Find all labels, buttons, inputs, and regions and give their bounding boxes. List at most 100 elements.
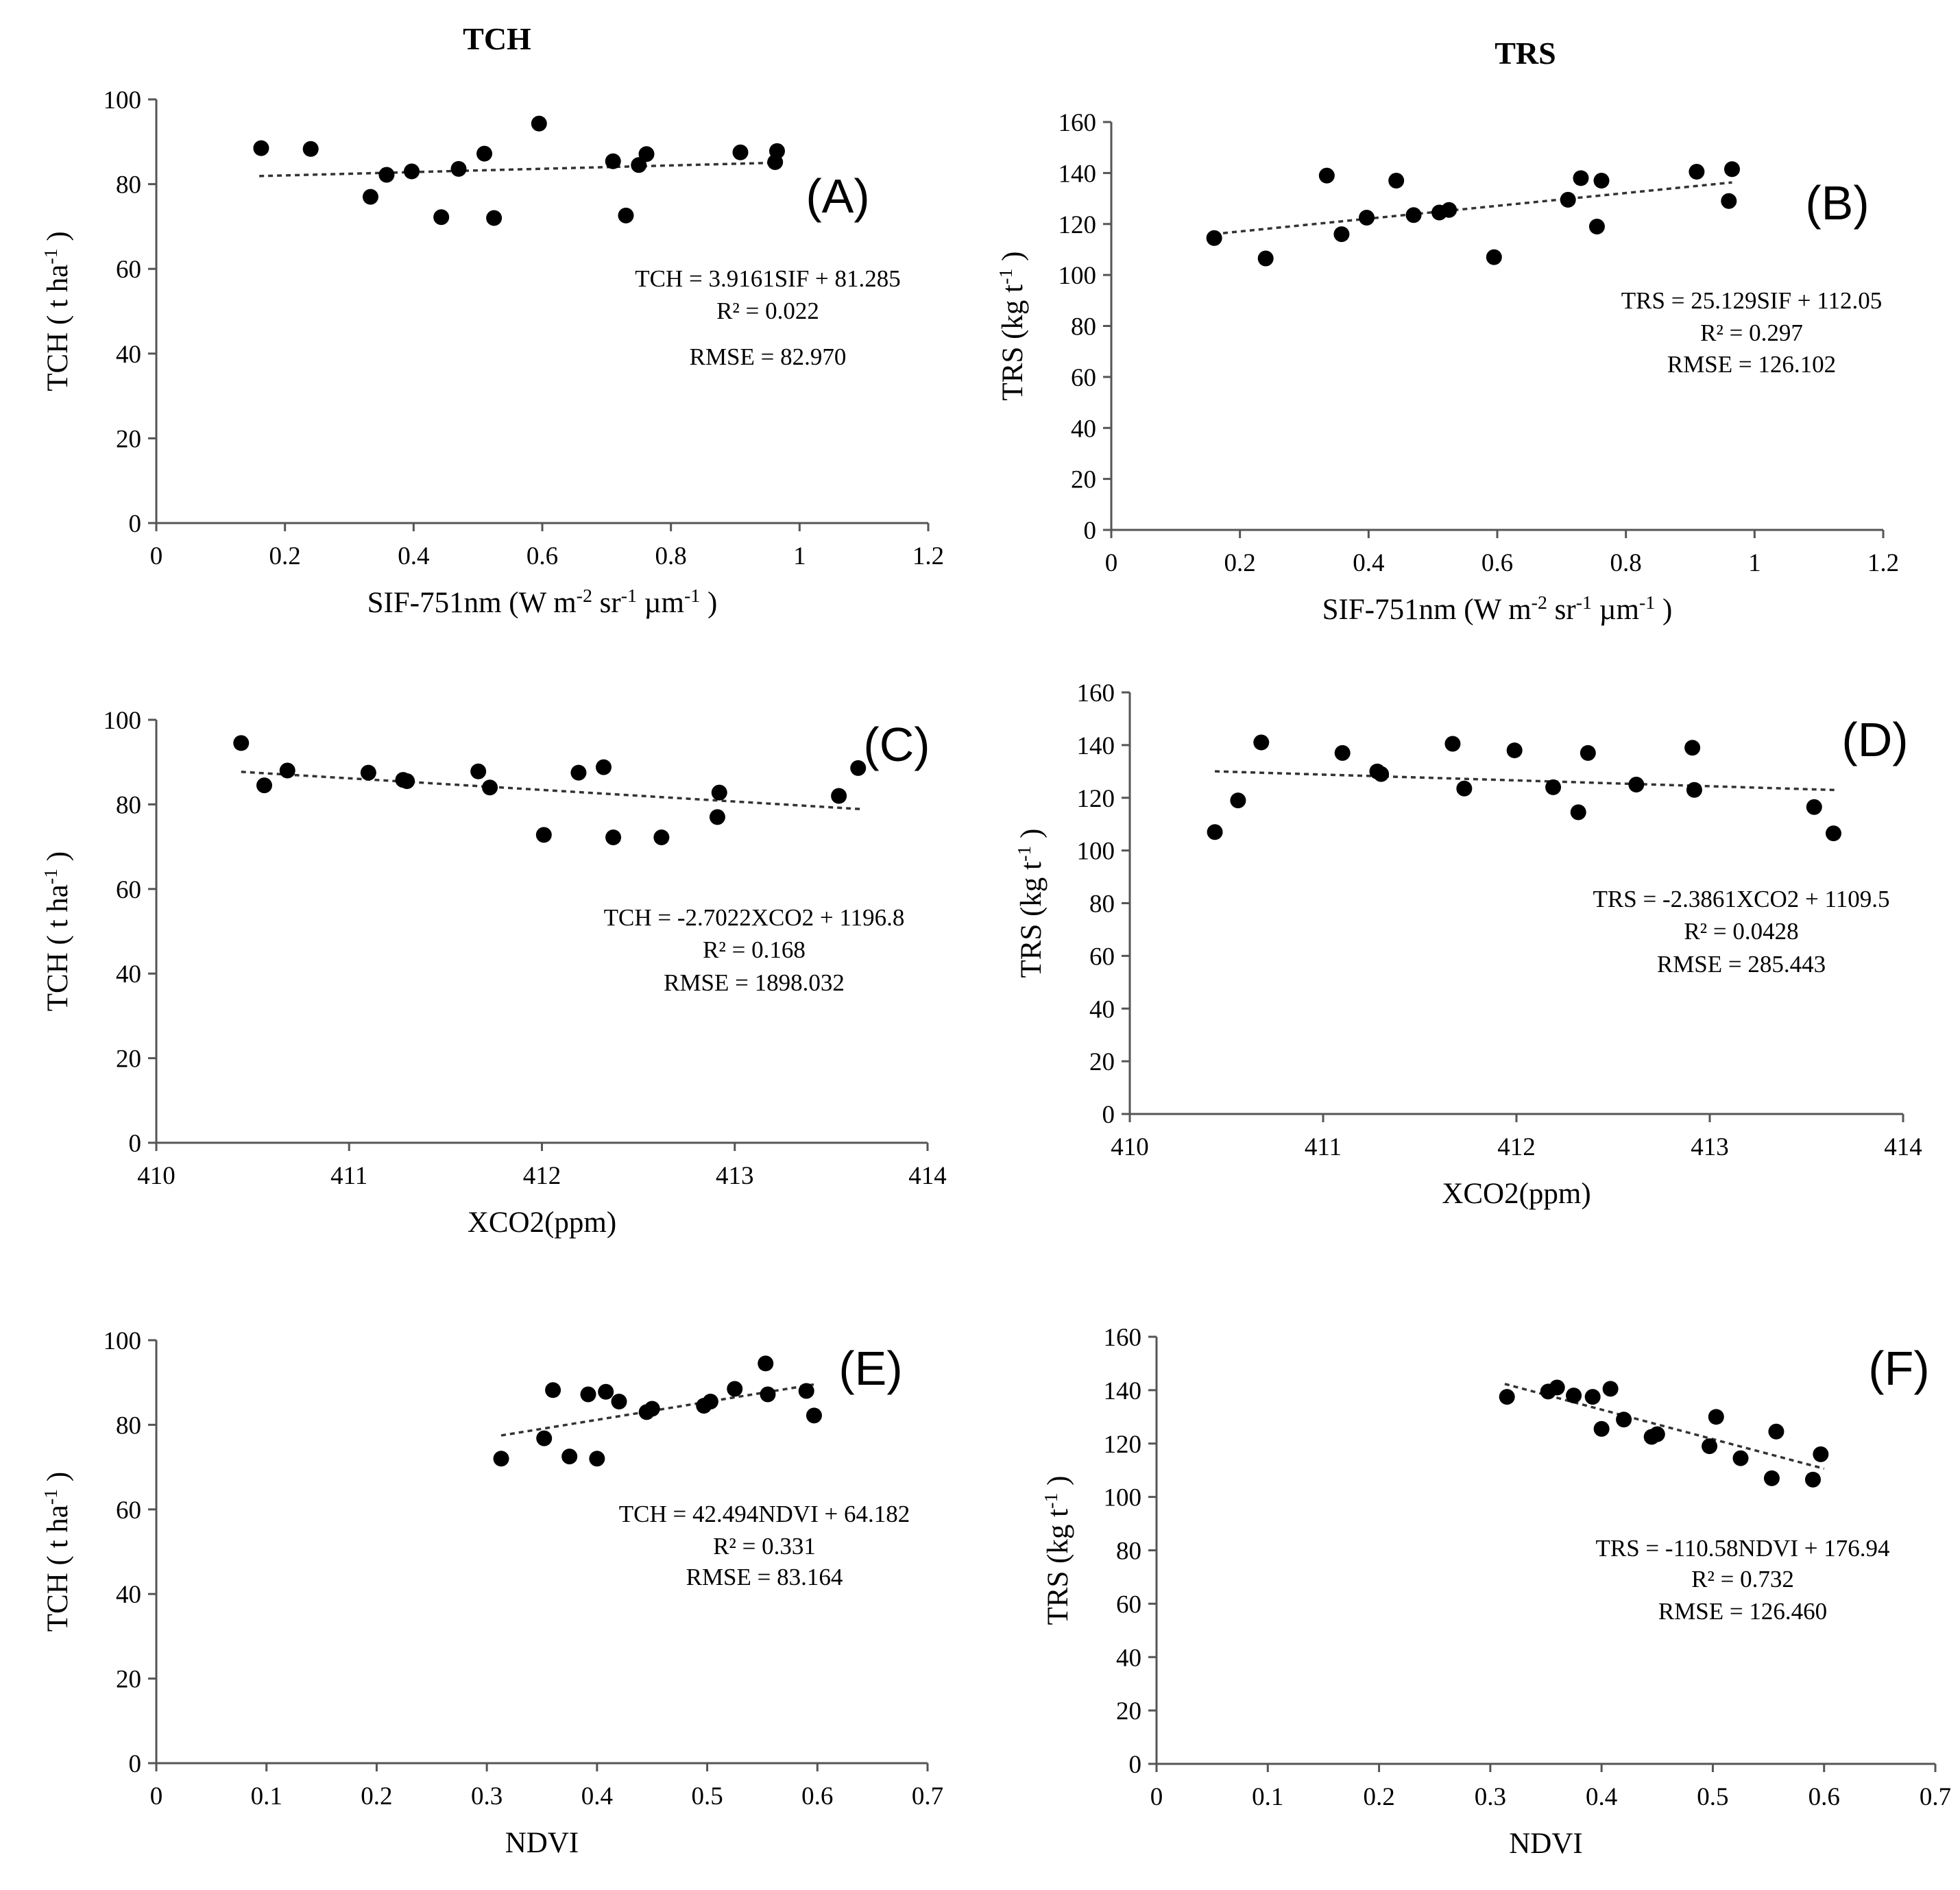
- data-point: [598, 1383, 614, 1400]
- trendline: [1504, 1383, 1825, 1470]
- y-tick-label: 20: [116, 1666, 141, 1694]
- x-tick-label: 0: [150, 1782, 163, 1810]
- data-point: [1549, 1379, 1565, 1396]
- data-point: [378, 167, 395, 183]
- x-tick-label: 411: [1305, 1133, 1342, 1161]
- data-point: [1441, 202, 1457, 218]
- x-tick-label: 0.4: [398, 542, 429, 570]
- data-point: [531, 115, 547, 132]
- x-tick-label: 0.8: [1610, 549, 1642, 577]
- x-axis-label: NDVI: [505, 1827, 579, 1859]
- y-tick-label: 80: [116, 171, 141, 199]
- data-point: [433, 209, 450, 226]
- regression-annotation: R² = 0.331: [713, 1533, 816, 1560]
- y-axis-label: TRS (kg t-1 ): [1014, 829, 1048, 978]
- y-tick-label: 160: [1104, 1324, 1142, 1352]
- data-point: [535, 827, 552, 843]
- panel-b: 0 20 40 60 80 100 120 140 160 0 0.2 0.4 0.6 0.8 1 1.2 SI…: [995, 109, 1900, 626]
- chart-panels: 0 20 40 60 80 100 0 0.2 0.4 0.6 0.8 1 1.2 SIF-751nm (…: [40, 86, 1952, 1860]
- y-axis-label: TCH ( t ha-1 ): [40, 231, 75, 391]
- y-tick-label: 100: [104, 707, 142, 735]
- data-point: [798, 1383, 814, 1399]
- data-point: [631, 157, 647, 173]
- trendline: [259, 161, 777, 178]
- data-point: [1813, 1446, 1829, 1462]
- y-tick-label: 80: [116, 1412, 141, 1440]
- x-tick-label: 413: [716, 1162, 754, 1190]
- y-tick-label: 160: [1077, 679, 1115, 707]
- data-point: [1723, 161, 1740, 178]
- x-tick-label: 1: [793, 542, 806, 570]
- x-tick-label: 0.6: [527, 542, 558, 570]
- x-tick-label: 410: [137, 1162, 176, 1190]
- data-point: [1602, 1381, 1619, 1397]
- x-tick-label: 0.2: [1363, 1783, 1394, 1811]
- x-tick-label: 0: [1150, 1783, 1163, 1811]
- y-tick-label: 60: [116, 256, 141, 284]
- data-point: [1253, 734, 1270, 751]
- regression-annotation: TRS = -110.58NDVI + 176.94: [1595, 1535, 1889, 1562]
- data-point: [1373, 766, 1390, 782]
- data-point: [769, 143, 785, 159]
- x-tick-label: 414: [1884, 1133, 1922, 1161]
- data-point: [1359, 209, 1375, 226]
- regression-annotation: R² = 0.732: [1691, 1566, 1794, 1592]
- y-tick-label: 0: [129, 510, 142, 538]
- x-tick-label: 0.5: [1697, 1783, 1728, 1811]
- data-point: [1545, 779, 1562, 795]
- data-point: [1499, 1389, 1515, 1405]
- data-point: [611, 1393, 627, 1409]
- regression-annotation: RMSE = 82.970: [690, 343, 847, 370]
- data-point: [1486, 249, 1502, 265]
- regression-annotation: R² = 0.0428: [1684, 918, 1798, 945]
- x-tick-label: 0.7: [912, 1782, 943, 1810]
- y-tick-label: 20: [116, 425, 141, 453]
- y-tick-label: 60: [1089, 943, 1115, 971]
- regression-annotation: RMSE = 83.164: [686, 1564, 843, 1590]
- data-point: [1333, 226, 1350, 243]
- y-tick-label: 60: [116, 1497, 141, 1525]
- y-tick-label: 0: [1084, 517, 1097, 545]
- x-tick-label: 0.8: [655, 542, 687, 570]
- data-point: [1444, 736, 1461, 752]
- data-point: [1768, 1423, 1784, 1440]
- x-axis-label: SIF-751nm (W m-2 sr-1 µm-1 ): [1322, 592, 1673, 627]
- x-axis-label: SIF-751nm (W m-2 sr-1 µm-1 ): [367, 585, 718, 620]
- data-point: [1388, 173, 1405, 189]
- data-point: [806, 1407, 822, 1424]
- y-tick-label: 140: [1104, 1377, 1142, 1405]
- data-point: [470, 763, 487, 779]
- y-tick-label: 160: [1058, 109, 1097, 137]
- data-point: [493, 1451, 509, 1467]
- data-point: [702, 1393, 718, 1409]
- y-tick-label: 120: [1058, 211, 1097, 239]
- data-point: [476, 145, 493, 162]
- panel-d: 0 20 40 60 80 100 120 140 160 410 411 412 413 414 XCO2…: [1014, 679, 1922, 1210]
- data-point: [580, 1386, 596, 1403]
- x-tick-label: 0.3: [471, 1782, 503, 1810]
- data-point: [1570, 804, 1586, 821]
- y-tick-label: 60: [116, 876, 141, 904]
- regression-annotation: RMSE = 1898.032: [664, 969, 845, 996]
- y-tick-label: 0: [129, 1750, 142, 1778]
- y-axis-label: TRS (kg t-1 ): [1041, 1476, 1075, 1625]
- x-tick-label: 0.2: [269, 542, 301, 570]
- data-point: [850, 760, 867, 776]
- y-tick-label: 0: [1102, 1101, 1115, 1129]
- y-tick-label: 100: [104, 1327, 142, 1355]
- regression-annotation: RMSE = 285.443: [1657, 951, 1826, 978]
- regression-annotation: R² = 0.022: [716, 298, 819, 324]
- data-point: [1456, 780, 1473, 797]
- data-point: [570, 764, 587, 781]
- y-tick-label: 80: [1071, 313, 1096, 341]
- x-tick-label: 1.2: [1867, 549, 1899, 577]
- x-tick-label: 411: [330, 1162, 367, 1190]
- regression-annotation: TCH = 3.9161SIF + 81.285: [635, 265, 901, 292]
- data-point: [399, 773, 415, 789]
- data-point: [1732, 1450, 1749, 1466]
- data-point: [711, 784, 727, 801]
- regression-annotation: TCH = 42.494NDVI + 64.182: [619, 1501, 910, 1527]
- data-point: [1580, 744, 1596, 761]
- x-tick-label: 0.2: [1224, 549, 1256, 577]
- y-tick-label: 40: [116, 341, 141, 369]
